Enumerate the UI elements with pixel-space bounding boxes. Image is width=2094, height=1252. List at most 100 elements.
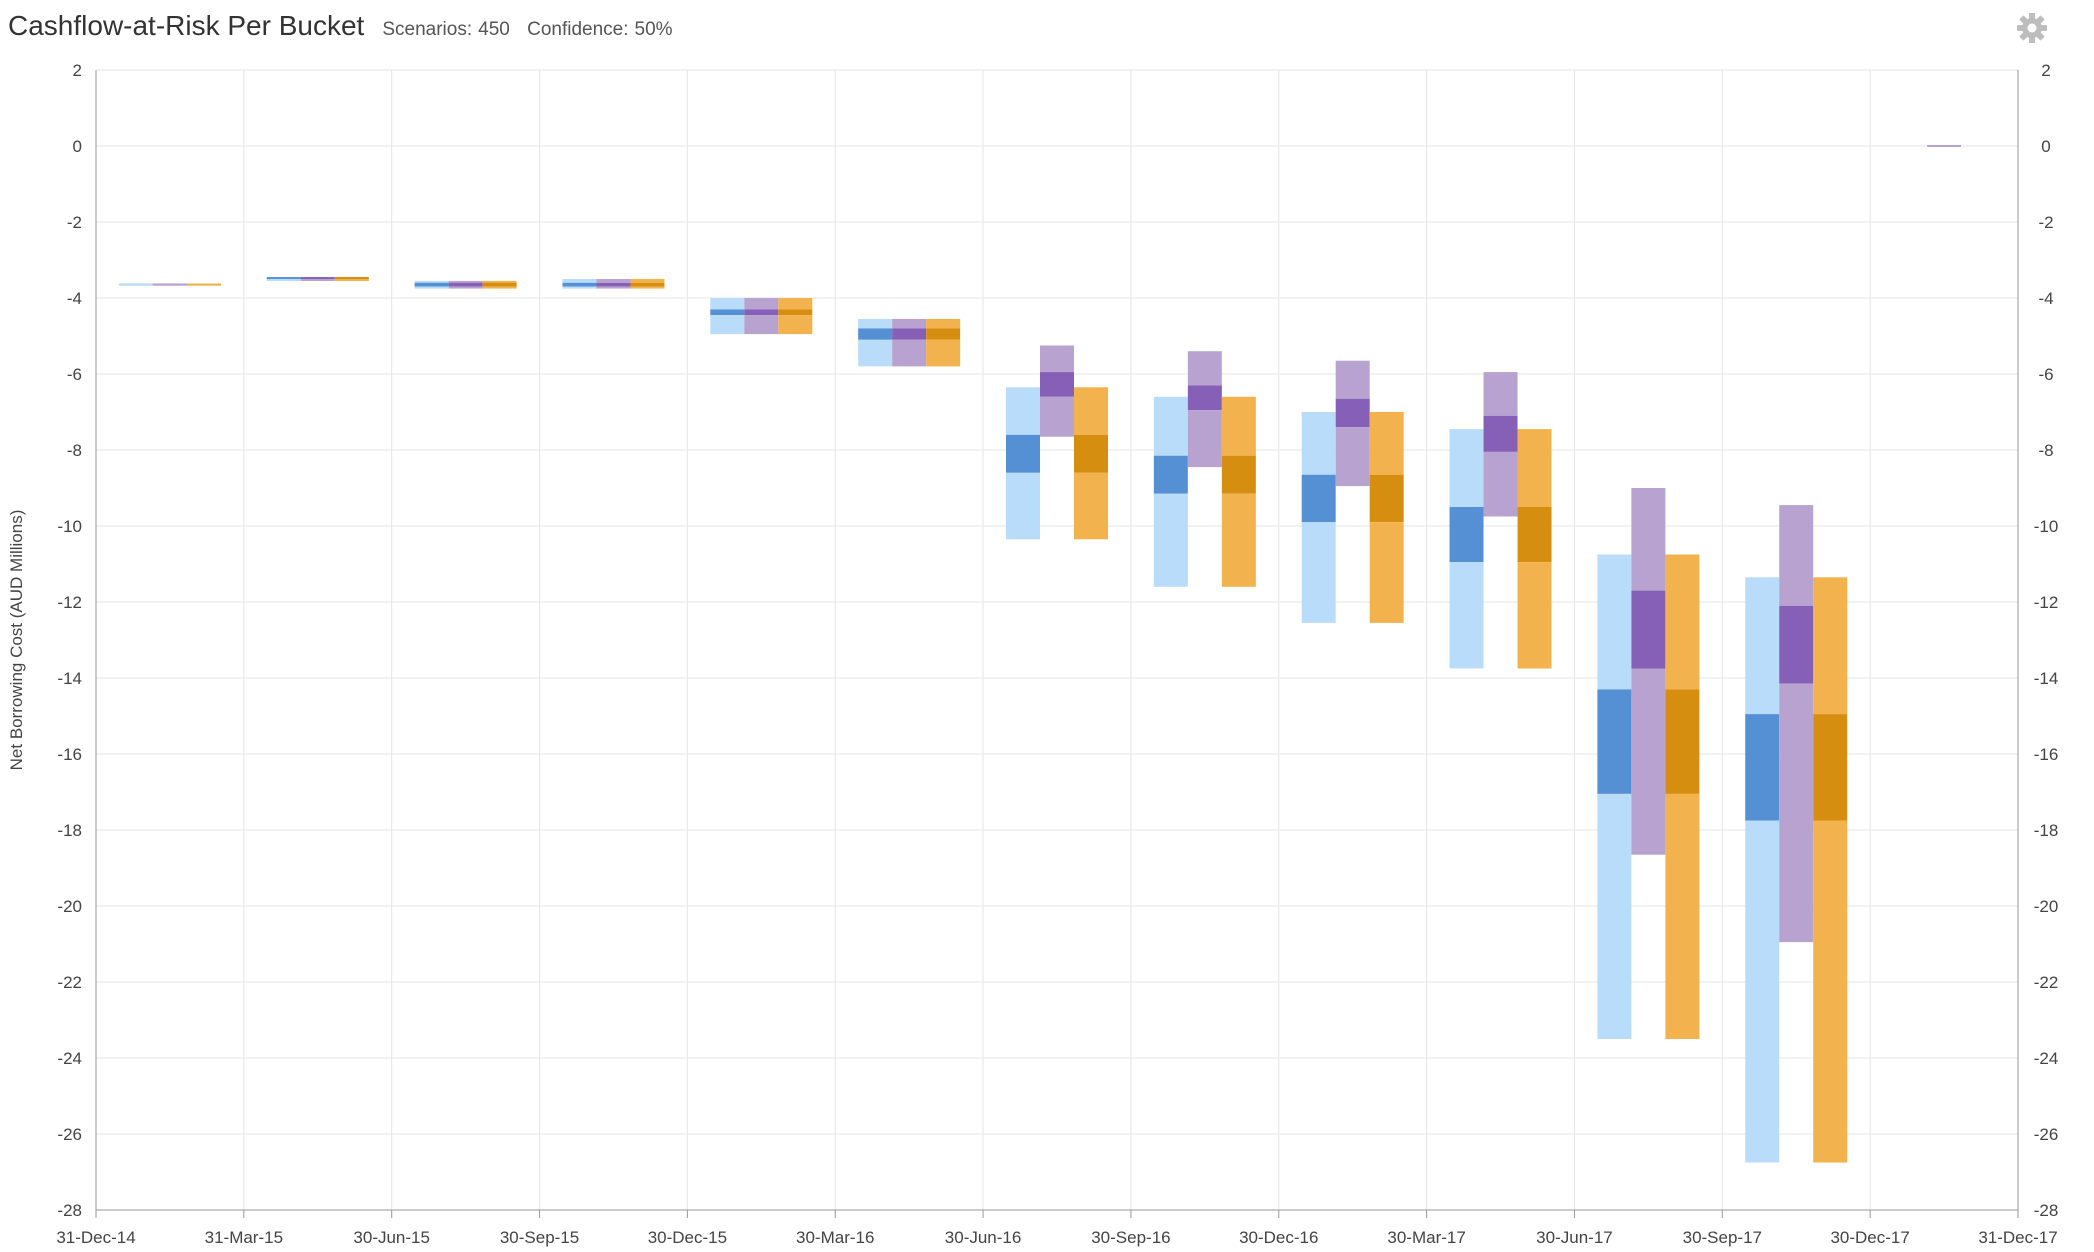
chart-header: Cashflow-at-Risk Per Bucket Scenarios: 45… xyxy=(8,10,685,50)
bar-purple-upper xyxy=(892,318,927,329)
x-tick-label: 30-Sep-15 xyxy=(500,1228,579,1247)
bar-orange-lower xyxy=(630,286,665,289)
x-tick-label: 30-Jun-16 xyxy=(945,1228,1022,1247)
y-tick-label-left: -4 xyxy=(67,289,82,308)
x-tick-label: 31-Dec-14 xyxy=(56,1228,135,1247)
chart-title: Cashflow-at-Risk Per Bucket xyxy=(8,10,365,41)
bar-purple-upper xyxy=(1040,345,1074,373)
bar-orange-upper xyxy=(1221,396,1256,456)
bar-purple-lower xyxy=(744,315,779,335)
bar-purple-lower xyxy=(1779,683,1814,943)
bar-orange-core xyxy=(1221,455,1256,494)
bar-orange-upper xyxy=(1074,387,1108,435)
bar-purple-lower xyxy=(300,279,335,281)
bar-blue-core xyxy=(1449,507,1484,563)
bar-purple-upper xyxy=(448,280,483,283)
bar-purple-core xyxy=(1187,385,1222,411)
bar-orange-core xyxy=(926,328,961,340)
bar-blue-core xyxy=(858,328,893,340)
bar-purple-upper xyxy=(1335,360,1370,399)
y-tick-label-left: -8 xyxy=(67,441,82,460)
confidence-value: 50% xyxy=(634,19,673,40)
bar-blue-lower xyxy=(1745,820,1780,1163)
bar-blue-upper xyxy=(858,318,893,329)
axes: 2 2 0 0 -2 -2 -4 -4 -6 -6 -8 -8 -10 -10 -12 -12 -14 -14 -1… xyxy=(56,61,2058,1247)
bar-orange-upper xyxy=(630,279,665,283)
bar-blue-core xyxy=(710,309,745,316)
bar-orange-core xyxy=(1665,689,1700,794)
bar-orange-core xyxy=(1074,434,1108,473)
y-tick-label-right: -2 xyxy=(2038,213,2053,232)
bar-blue-lower xyxy=(1301,522,1336,623)
chart-meta: Scenarios: 450 Confidence: 50% xyxy=(382,19,684,41)
bar-purple-lower xyxy=(1631,668,1666,855)
x-tick-label: 31-Mar-15 xyxy=(205,1228,283,1247)
x-tick-label: 30-Jun-15 xyxy=(353,1228,430,1247)
x-tick-label: 30-Mar-17 xyxy=(1387,1228,1465,1247)
y-tick-label-left: -16 xyxy=(57,745,82,764)
y-tick-label-right: -6 xyxy=(2038,365,2053,384)
bar-blue-core xyxy=(1745,714,1780,821)
bar-blue-lower xyxy=(710,315,745,335)
bar-blue-upper xyxy=(1153,396,1188,456)
y-tick-label-left: -20 xyxy=(57,897,82,916)
bar-orange-lower xyxy=(1813,820,1848,1163)
y-tick-label-left: -2 xyxy=(67,213,82,232)
bars xyxy=(118,145,1962,1163)
scenarios-value: 450 xyxy=(478,19,510,40)
bar-purple-lower xyxy=(1335,427,1370,487)
bar-orange-upper xyxy=(1665,554,1700,690)
y-tick-label-right: -26 xyxy=(2034,1125,2059,1144)
bar-orange-core xyxy=(630,282,665,287)
y-tick-label-right: -20 xyxy=(2034,897,2059,916)
bar-blue-upper xyxy=(1301,412,1336,475)
y-tick-label-right: -22 xyxy=(2034,973,2059,992)
bar-purple-core xyxy=(596,282,631,287)
bar-purple-upper xyxy=(596,279,631,283)
x-tick-label: 30-Sep-17 xyxy=(1683,1228,1762,1247)
bar-blue-core xyxy=(266,277,301,280)
bar-purple-core xyxy=(300,277,335,280)
bar-purple-core xyxy=(448,282,483,287)
y-tick-label-right: -16 xyxy=(2034,745,2059,764)
bar-blue-lower xyxy=(118,283,153,286)
x-tick-label: 31-Dec-17 xyxy=(1978,1228,2057,1247)
bar-purple-upper xyxy=(1631,488,1666,591)
bar-blue-lower xyxy=(1597,793,1632,1039)
bar-purple-lower xyxy=(448,286,483,289)
bar-blue-upper xyxy=(1597,554,1632,690)
bar-orange-lower xyxy=(1369,522,1404,623)
gear-icon[interactable] xyxy=(2014,10,2050,46)
bar-purple-core xyxy=(1335,398,1370,428)
y-tick-label-left: -10 xyxy=(57,517,82,536)
bar-purple-lower xyxy=(596,286,631,289)
bar-orange-lower xyxy=(926,339,961,367)
bar-orange-core xyxy=(1517,507,1552,563)
bar-orange-core xyxy=(482,282,517,287)
bar-blue-upper xyxy=(1449,429,1484,507)
bar-blue-lower xyxy=(414,286,449,289)
bar-orange-core xyxy=(1813,714,1848,821)
y-tick-label-right: -28 xyxy=(2034,1201,2059,1220)
bar-orange-core xyxy=(1369,474,1404,523)
bar-blue-core xyxy=(1153,455,1188,494)
bar-blue-core xyxy=(1006,434,1040,473)
bar-purple-core xyxy=(1040,372,1074,397)
y-tick-label-left: 0 xyxy=(73,137,82,156)
bar-orange-core xyxy=(334,277,369,280)
scenarios-label: Scenarios: xyxy=(382,19,473,40)
bar-orange-upper xyxy=(1369,412,1404,475)
bar-purple-core xyxy=(1779,605,1814,684)
bar-blue-upper xyxy=(1745,577,1780,715)
bar-purple-core xyxy=(892,328,927,340)
y-tick-label-left: -26 xyxy=(57,1125,82,1144)
y-tick-label-right: -24 xyxy=(2034,1049,2059,1068)
y-tick-label-left: 2 xyxy=(73,61,82,80)
bar-purple-upper xyxy=(1187,351,1222,386)
bar-purple-lower xyxy=(1187,410,1222,468)
y-tick-label-left: -6 xyxy=(67,365,82,384)
x-tick-label: 30-Mar-16 xyxy=(796,1228,874,1247)
bar-orange-upper xyxy=(1517,429,1552,507)
bar-blue-core xyxy=(1597,689,1632,794)
